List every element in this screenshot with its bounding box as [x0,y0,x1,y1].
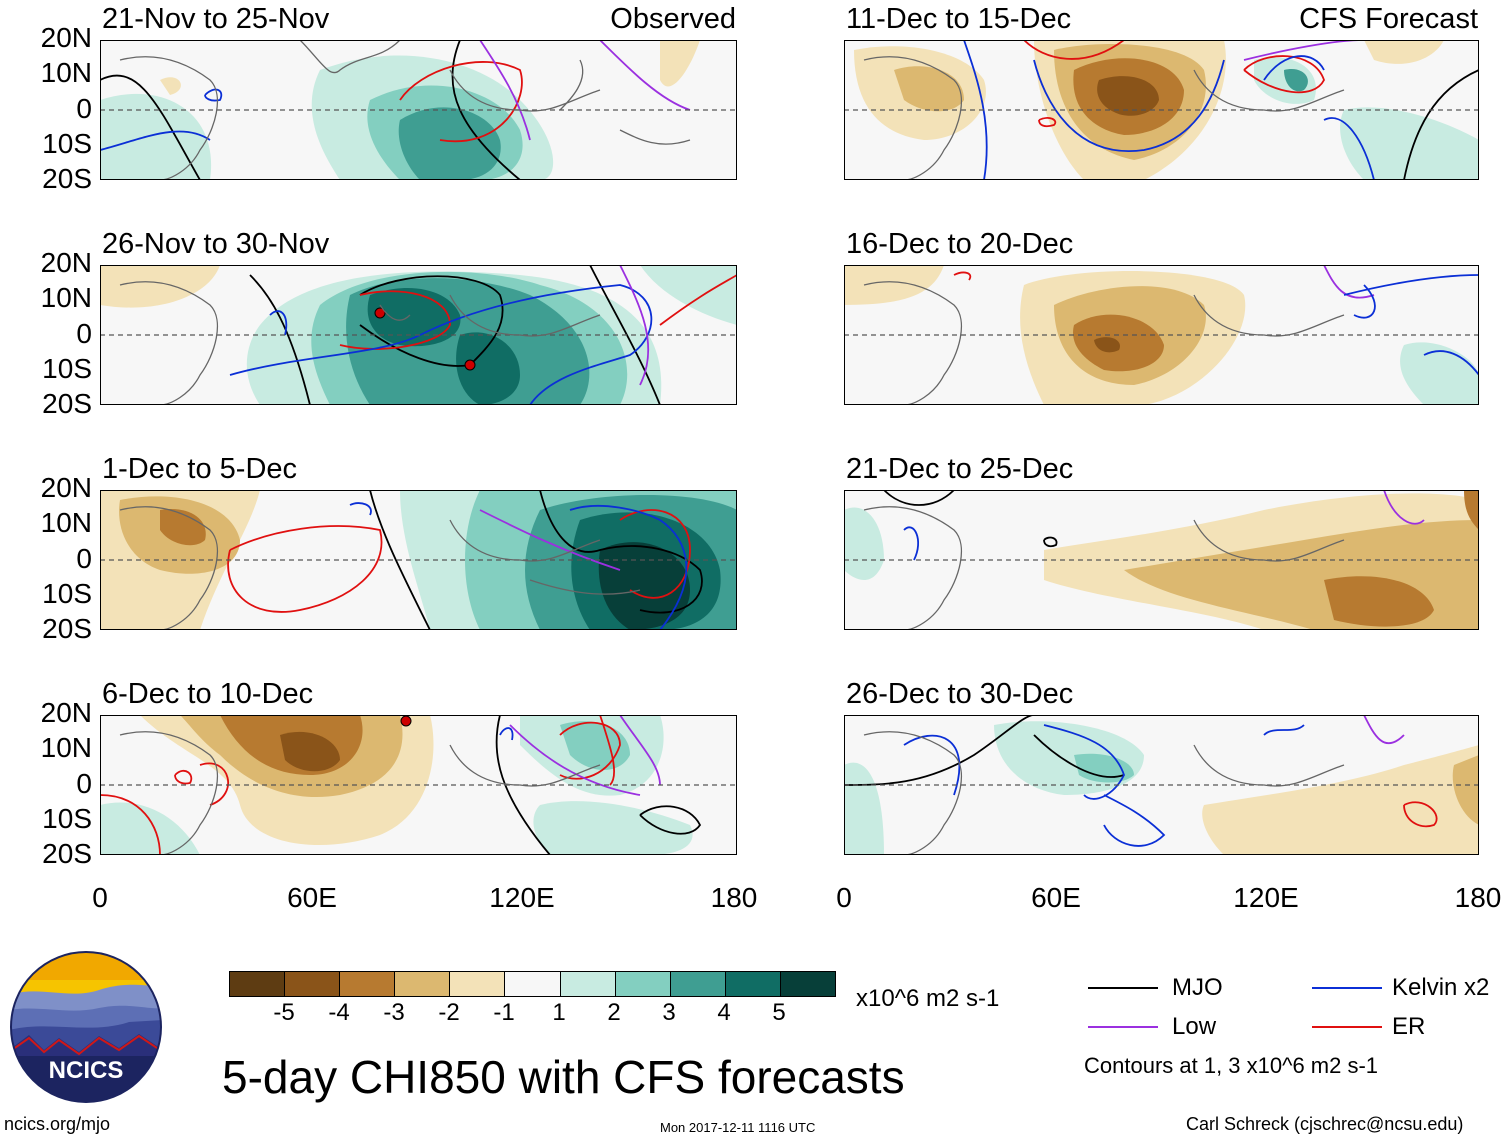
colorbar-bin-3 [339,972,395,996]
map-panel-left-2 [100,265,737,405]
colorbar-units: x10^6 m2 s-1 [856,985,1000,1012]
legend-line-low [1088,1026,1158,1028]
panel-label-right-2: 16-Dec to 20-Dec [846,228,1074,260]
panel-label-left-4: 6-Dec to 10-Dec [102,678,314,710]
colorbar-bin-2 [284,972,340,996]
colorbar-bin-8 [614,972,670,996]
contour-note: Contours at 1, 3 x10^6 m2 s-1 [1084,1053,1379,1078]
map-panel-right-1 [844,40,1479,180]
legend-line-mjo [1088,987,1158,989]
observed-header: Observed [610,3,736,35]
colorbar-bin-7 [559,972,615,996]
legend-line-er [1312,1026,1382,1028]
legend-label-kelvin: Kelvin x2 [1392,974,1490,1001]
map-panel-left-3 [100,490,737,630]
panel-label-right-1: 11-Dec to 15-Dec [846,3,1072,35]
colorbar-bin-9 [669,972,725,996]
panel-label-left-3: 1-Dec to 5-Dec [102,453,298,485]
panel-label-right-3: 21-Dec to 25-Dec [846,453,1074,485]
logo-text: NCICS [49,1057,124,1084]
map-panel-right-4 [844,715,1479,855]
colorbar-bin-10 [724,972,780,996]
colorbar-bin-11 [779,972,836,996]
footer-credit: Carl Schreck (cjschrec@ncsu.edu) [1186,1114,1464,1134]
map-panel-left-1 [100,40,737,180]
panel-label-left-2: 26-Nov to 30-Nov [102,228,330,260]
ncics-logo: NCICS [10,951,162,1103]
legend-label-er: ER [1392,1013,1426,1040]
legend-label-mjo: MJO [1172,974,1223,1001]
panel-label-right-4: 26-Dec to 30-Dec [846,678,1074,710]
legend-label-low: Low [1172,1013,1217,1040]
colorbar-bin-5 [449,972,505,996]
figure-title: 5-day CHI850 with CFS forecasts [222,1051,905,1103]
map-panel-right-2 [844,265,1479,405]
footer-timestamp: Mon 2017-12-11 1116 UTC [660,1120,816,1135]
colorbar-bin-1 [230,972,285,996]
map-panel-left-4 [100,715,737,855]
colorbar [229,971,836,997]
colorbar-bin-4 [394,972,450,996]
cfs-forecast-header: CFS Forecast [1299,3,1478,35]
legend-line-kelvin [1312,987,1382,989]
colorbar-bin-6 [504,972,560,996]
footer-url: ncics.org/mjo [4,1114,111,1134]
panel-label-left-1: 21-Nov to 25-Nov [102,3,330,35]
map-panel-right-3 [844,490,1479,630]
